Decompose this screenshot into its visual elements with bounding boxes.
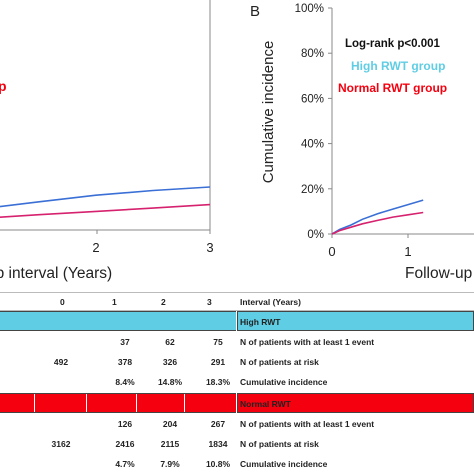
panel-b-y-tick-label: 40% <box>301 139 324 151</box>
table-cell: 326 <box>162 357 178 367</box>
table-cell: 14.8% <box>157 377 183 387</box>
table-cell: 7.9% <box>160 459 180 469</box>
panel-a-x-tick-label: 3 <box>206 240 213 255</box>
panel-b-series <box>331 199 424 235</box>
table-cell: 75 <box>213 337 223 347</box>
table-cell: 492 <box>53 357 69 367</box>
table-cell: 4.7% <box>115 459 135 469</box>
table-cell: 18.3% <box>205 377 231 387</box>
table-row-label: N of patients with at least 1 event <box>240 419 375 429</box>
panel-a-x-tick-label: 2 <box>92 240 99 255</box>
table-header-line <box>0 310 474 311</box>
panel-b-x-tick-label: 1 <box>404 244 411 259</box>
panel-b-letter: B <box>250 3 260 20</box>
legend-high-rwt: High RWT group <box>351 59 445 73</box>
panel-b-series-line-normal-rwt <box>331 211 424 235</box>
table-cell: 267 <box>210 419 226 429</box>
panel-a-series <box>0 186 211 218</box>
panel-b-y-tick-label: 100% <box>295 3 324 15</box>
table-row-label: N of patients with at least 1 event <box>240 337 375 347</box>
normal-rwt-band-left <box>0 393 236 413</box>
table-cell: 291 <box>210 357 226 367</box>
header-col: 2 <box>161 297 166 307</box>
table-cell: 62 <box>165 337 175 347</box>
panel-b-annotation: Log-rank p<0.001 <box>345 38 441 50</box>
panel-b-y-axis-label: Cumulative incidence <box>260 41 277 184</box>
table-cell: 3162 <box>51 439 71 449</box>
header-col: 3 <box>207 297 212 307</box>
table-cell: 204 <box>162 419 178 429</box>
table-top-line <box>0 292 474 293</box>
table-cell: 126 <box>117 419 133 429</box>
risk-table: 0 1 2 3 Interval (Years) High RWT 37 62 75… <box>0 290 474 474</box>
panel-a-series-line-high-rwt <box>0 186 211 208</box>
table-cell: 2115 <box>160 439 180 449</box>
panel-b-y-tick-label: 80% <box>301 48 324 60</box>
panel-b-y-tick-label: 60% <box>301 93 324 105</box>
panel-b-y-tick-label: 0% <box>307 229 324 241</box>
panel-a-series-line-normal-rwt <box>0 203 211 218</box>
legend-normal-rwt: Normal RWT group <box>338 81 447 95</box>
table-row-label: Cumulative incidence <box>240 459 328 469</box>
chart-panel-b: B Cumulative incidence 100%80%60%40%20%0… <box>250 3 474 282</box>
panel-b-x-tick-label: 0 <box>328 244 335 259</box>
table-row-label: Cumulative incidence <box>240 377 328 387</box>
header-col: 0 <box>60 297 65 307</box>
panel-b-y-ticks: 100% 80% 60% 40% 20% 0% <box>295 3 332 241</box>
header-label: Interval (Years) <box>240 297 301 307</box>
table-row-label: N of patients at risk <box>240 439 319 449</box>
group-label-high-rwt: High RWT <box>240 317 281 327</box>
table-cell: 1834 <box>208 439 228 449</box>
panel-b-y-tick-label: 20% <box>301 184 324 196</box>
table-cell: 2416 <box>115 439 135 449</box>
table-cell: 8.4% <box>115 377 135 387</box>
panel-b-x-axis-label: Follow-up interval (Years) <box>405 265 474 282</box>
table-cell: 37 <box>120 337 130 347</box>
panel-a-legend-fragment: p <box>0 78 7 94</box>
table-cell: 378 <box>117 357 133 367</box>
panel-b-series-line-high-rwt <box>331 199 424 235</box>
table-cell: 10.8% <box>205 459 231 469</box>
group-label-normal-rwt: Normal RWT <box>240 399 291 409</box>
high-rwt-band-left <box>0 311 236 331</box>
table-row-label: N of patients at risk <box>240 357 319 367</box>
panel-a-x-axis-label: Follow-up interval (Years) <box>0 265 112 282</box>
header-col: 1 <box>112 297 117 307</box>
panel-a-axes <box>0 0 211 234</box>
chart-panel-a: 2 3 Follow-up interval (Years) p <box>0 0 214 282</box>
